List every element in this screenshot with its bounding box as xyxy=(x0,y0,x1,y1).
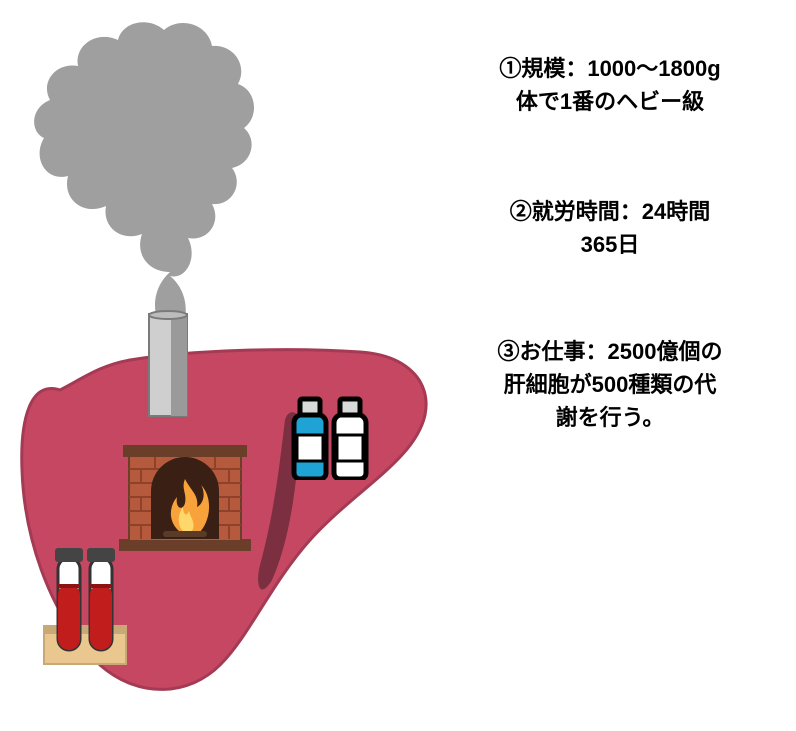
chimney-icon xyxy=(147,310,189,420)
info-2-line-2: 365日 xyxy=(440,228,780,261)
info-2-line-1: ②就労時間：24時間 xyxy=(440,195,780,228)
info-1-line-2: 体で1番のヘビー級 xyxy=(440,85,780,118)
info-block-3: ③お仕事：2500億個の 肝細胞が500種類の代 謝を行う。 xyxy=(440,335,780,434)
fireplace-icon xyxy=(115,415,255,555)
info-3-line-1: ③お仕事：2500億個の xyxy=(440,335,780,368)
info-1-line-1: ①規模：1000～1800g xyxy=(440,52,780,85)
bottles-icon xyxy=(278,395,383,480)
test-tubes-icon xyxy=(40,540,130,670)
info-block-1: ①規模：1000～1800g 体で1番のヘビー級 xyxy=(440,52,780,118)
info-3-line-3: 謝を行う。 xyxy=(440,401,780,434)
info-block-2: ②就労時間：24時間 365日 xyxy=(440,195,780,261)
smoke-icon xyxy=(30,10,260,350)
info-3-line-2: 肝細胞が500種類の代 xyxy=(440,368,780,401)
